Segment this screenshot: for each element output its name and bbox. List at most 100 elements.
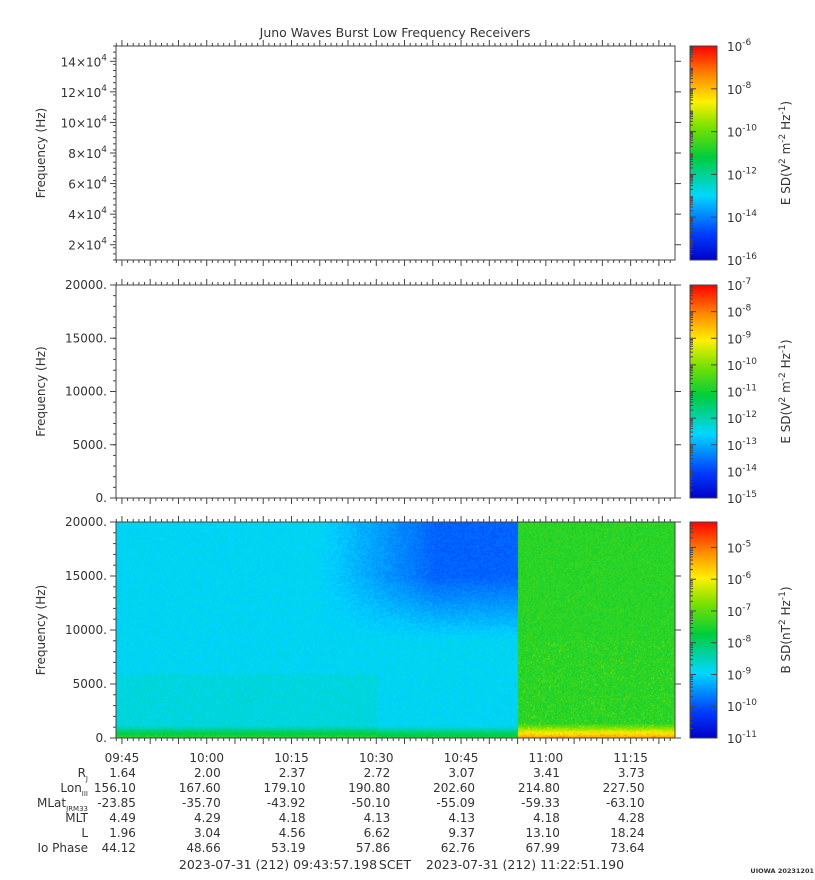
ephemeris-value: 6.62 (364, 826, 391, 840)
colorbar (689, 45, 718, 261)
colorbar-label: B SD(nT2 Hz-1) (778, 586, 793, 673)
y-tick-label: 8×104 (68, 145, 107, 161)
ephemeris-value: 2.00 (194, 766, 221, 780)
colorbar-tick-label: 10-10 (727, 698, 757, 714)
x-tick-label: 10:15 (274, 751, 309, 765)
y-axis-label: Frequency (Hz) (34, 346, 48, 437)
colorbar-tick-label: 10-8 (727, 304, 752, 320)
ephemeris-table: 09:45 10:00 10:15 10:30 10:45 11:00 11:15 RJ 1.6… (37, 751, 648, 855)
colorbar-label: E SD(V2 m-2 Hz-1) (778, 339, 793, 443)
panels: 2×104 4×104 6×104 8×104 10×104 12×104 14×104 Fr… (34, 38, 793, 746)
spectrogram-image (116, 522, 675, 738)
ephemeris-value: 44.12 (102, 841, 136, 855)
ephemeris-value: -63.10 (606, 796, 645, 810)
panel-bottom: 0. 5000. 10000. 15000. 20000. Frequency (Hz) 1… (34, 515, 793, 746)
ephemeris-value: 18.24 (610, 826, 644, 840)
colorbar-tick-label: 10-7 (727, 603, 751, 619)
ephemeris-value: -59.33 (521, 796, 560, 810)
x-tick-label: 11:00 (529, 751, 564, 765)
colorbar-tick-label: 10-11 (727, 384, 757, 400)
colorbar-tick-label: 10-16 (727, 252, 757, 268)
ephemeris-value: 1.96 (109, 826, 136, 840)
ephemeris-value: 202.60 (433, 781, 475, 795)
colorbar-tick-label: 10-9 (727, 666, 752, 682)
colorbar-tick-label: 10-14 (727, 209, 757, 225)
colorbar-tick-label: 10-10 (727, 124, 757, 140)
ephemeris-value: 1.64 (109, 766, 136, 780)
ephemeris-value: 3.07 (448, 766, 475, 780)
panel-top: 2×104 4×104 6×104 8×104 10×104 12×104 14×104 Fr… (34, 38, 793, 268)
ephemeris-value: 4.18 (279, 811, 306, 825)
colorbar (689, 521, 718, 739)
ephemeris-value: -23.85 (97, 796, 136, 810)
ephemeris-value: 2.37 (279, 766, 306, 780)
ephemeris-value: 4.49 (109, 811, 136, 825)
y-tick-label: 14×104 (61, 53, 108, 69)
ephemeris-row-label: RJ (78, 766, 88, 783)
colorbar-tick-label: 10-5 (727, 539, 751, 555)
ephemeris-value: 48.66 (186, 841, 220, 855)
ephemeris-value: -35.70 (182, 796, 221, 810)
y-tick-label: 5000. (73, 677, 107, 691)
ephemeris-value: 9.37 (448, 826, 475, 840)
x-tick-label: 10:30 (359, 751, 394, 765)
ephemeris-value: 4.18 (533, 811, 560, 825)
y-tick-label: 10000. (65, 623, 107, 637)
ephemeris-value: -43.92 (267, 796, 306, 810)
ephemeris-value: 3.73 (618, 766, 645, 780)
colorbar-tick-label: 10-15 (727, 490, 757, 506)
time-range-end: 2023-07-31 (212) 11:22:51.190 (426, 857, 624, 872)
x-tick-label: 10:00 (189, 751, 224, 765)
ephemeris-value: 190.80 (348, 781, 390, 795)
ephemeris-value: 227.50 (603, 781, 645, 795)
ephemeris-value: -50.10 (352, 796, 391, 810)
ephemeris-value: 167.60 (179, 781, 221, 795)
time-range-start: 2023-07-31 (212) 09:43:57.198 (179, 857, 377, 872)
y-axis-label: Frequency (Hz) (34, 585, 48, 676)
ephemeris-row-label: Io Phase (37, 841, 88, 855)
ephemeris-value: 4.28 (618, 811, 645, 825)
colorbar-tick-label: 10-8 (727, 635, 752, 651)
x-tick-label: 10:45 (444, 751, 479, 765)
ephemeris-value: 4.56 (279, 826, 306, 840)
x-tick-label: 09:45 (105, 751, 140, 765)
colorbar-tick-label: 10-10 (727, 357, 757, 373)
ephemeris-value: 53.19 (271, 841, 305, 855)
ephemeris-value: 214.80 (518, 781, 560, 795)
ephemeris-value: 3.41 (533, 766, 560, 780)
credit-stamp: UIOWA 20231201 (750, 867, 814, 875)
y-tick-label: 12×104 (61, 84, 108, 100)
y-tick-label: 10×104 (61, 114, 108, 130)
y-tick-label: 0. (96, 491, 107, 505)
panel-middle: 0. 5000. 10000. 15000. 20000. Frequency (Hz) 1… (34, 277, 793, 506)
y-tick-label: 15000. (65, 331, 107, 345)
ephemeris-value: 4.13 (364, 811, 391, 825)
ephemeris-row-label: L (81, 826, 88, 840)
y-axis-label: Frequency (Hz) (34, 108, 48, 199)
ephemeris-value: 73.64 (610, 841, 644, 855)
plot-frame (115, 284, 676, 499)
ephemeris-value: 156.10 (94, 781, 136, 795)
ephemeris-value: 4.29 (194, 811, 221, 825)
colorbar-tick-label: 10-9 (727, 330, 752, 346)
time-range-label: SCET (379, 857, 412, 872)
colorbar-tick-label: 10-11 (727, 730, 757, 746)
x-tick-label: 11:15 (613, 751, 648, 765)
y-tick-label: 15000. (65, 569, 107, 583)
ephemeris-value: 57.86 (356, 841, 390, 855)
y-tick-label: 2×104 (68, 237, 107, 253)
ephemeris-value: 179.10 (264, 781, 306, 795)
colorbar-tick-label: 10-7 (727, 277, 751, 293)
y-tick-label: 6×104 (68, 176, 107, 192)
ephemeris-value: -55.09 (436, 796, 475, 810)
y-tick-label: 0. (96, 731, 107, 745)
colorbar-tick-label: 10-6 (727, 38, 752, 54)
colorbar-tick-label: 10-14 (727, 463, 757, 479)
colorbar-tick-label: 10-13 (727, 437, 757, 453)
ephemeris-row-label: MLatJRM33 (37, 796, 88, 813)
ephemeris-value: 3.04 (194, 826, 221, 840)
y-tick-label: 5000. (73, 438, 107, 452)
ephemeris-value: 13.10 (525, 826, 559, 840)
colorbar-tick-label: 10-12 (727, 410, 757, 426)
